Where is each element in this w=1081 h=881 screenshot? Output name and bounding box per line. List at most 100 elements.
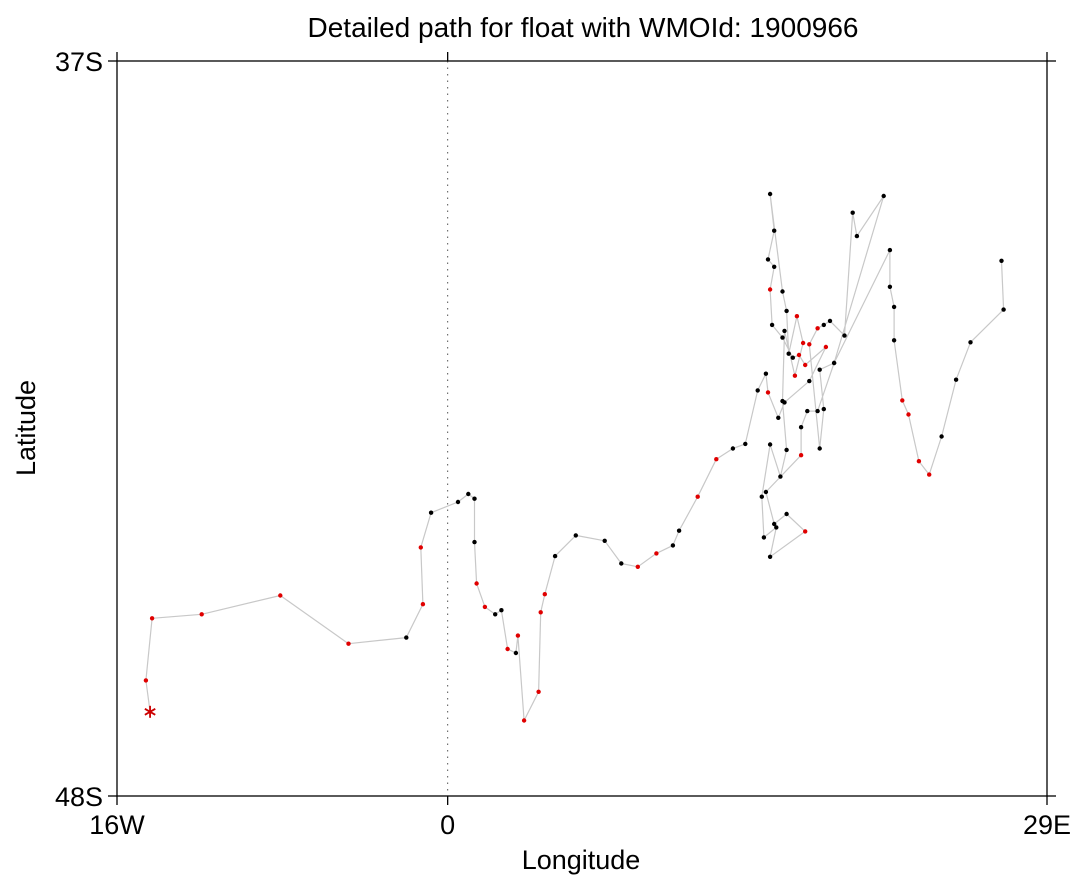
path-point bbox=[796, 352, 802, 358]
path-point bbox=[418, 545, 423, 550]
path-point bbox=[887, 247, 893, 253]
path-point bbox=[999, 258, 1004, 263]
path-point bbox=[765, 390, 771, 395]
path-point bbox=[466, 491, 471, 497]
path-point bbox=[906, 412, 911, 417]
path-point bbox=[521, 718, 527, 723]
path-point bbox=[900, 398, 905, 403]
path-point bbox=[823, 344, 829, 350]
start-marker-center bbox=[148, 710, 152, 714]
path-point bbox=[420, 602, 426, 607]
path-point bbox=[515, 633, 521, 638]
path-point bbox=[769, 322, 775, 328]
path-point bbox=[927, 472, 932, 477]
path-point bbox=[891, 338, 897, 343]
path-point bbox=[538, 610, 543, 615]
path-point bbox=[803, 529, 808, 534]
path-point bbox=[807, 342, 812, 347]
path-point bbox=[776, 415, 781, 420]
path-point bbox=[499, 608, 504, 613]
path-point bbox=[821, 406, 826, 412]
path-point bbox=[602, 538, 607, 543]
chart-title: Detailed path for float with WMOId: 1900… bbox=[308, 12, 859, 43]
path-point bbox=[798, 425, 804, 430]
path-point bbox=[817, 367, 822, 372]
path-point bbox=[784, 447, 789, 453]
path-point bbox=[817, 446, 822, 451]
path-point bbox=[1001, 307, 1006, 312]
path-point bbox=[765, 257, 771, 262]
path-point bbox=[800, 340, 806, 346]
path-point bbox=[199, 612, 204, 617]
path-point bbox=[792, 373, 798, 378]
path-point bbox=[782, 328, 787, 334]
path-point bbox=[493, 612, 498, 617]
path-point bbox=[513, 650, 519, 656]
path-point bbox=[455, 499, 461, 505]
path-point bbox=[761, 535, 767, 540]
path-point bbox=[821, 322, 826, 328]
path-point bbox=[772, 521, 777, 527]
path-point bbox=[763, 371, 769, 376]
path-point bbox=[767, 554, 773, 559]
path-point bbox=[887, 284, 893, 289]
start-marker-icon bbox=[144, 705, 156, 718]
path-point bbox=[428, 510, 434, 515]
path-point bbox=[780, 398, 785, 404]
path-point bbox=[805, 408, 810, 414]
path-point bbox=[772, 228, 777, 233]
path-point bbox=[714, 457, 719, 462]
path-point bbox=[755, 388, 760, 393]
path-point bbox=[472, 496, 477, 501]
path-point bbox=[916, 459, 922, 464]
path-point bbox=[953, 377, 959, 382]
path-point bbox=[780, 289, 785, 294]
path-point bbox=[472, 539, 477, 545]
path-point bbox=[676, 528, 682, 533]
plot-frame bbox=[116, 60, 1048, 797]
path-point bbox=[778, 474, 783, 479]
path-point bbox=[780, 335, 785, 340]
path-point bbox=[850, 210, 855, 215]
path-point bbox=[815, 326, 820, 331]
path-point bbox=[784, 511, 789, 517]
path-point bbox=[767, 442, 773, 447]
path-point bbox=[803, 362, 808, 368]
path-point bbox=[670, 543, 676, 548]
path-point bbox=[784, 308, 789, 314]
path-point bbox=[552, 553, 558, 559]
path-point bbox=[505, 646, 510, 652]
path-point bbox=[635, 564, 640, 569]
path-point bbox=[730, 446, 736, 451]
path-point bbox=[695, 494, 700, 499]
x-tick-label: 0 bbox=[440, 810, 455, 840]
path-point bbox=[767, 191, 773, 197]
path-point bbox=[404, 635, 409, 640]
path-point bbox=[807, 378, 812, 384]
path-point bbox=[786, 351, 791, 356]
path-point bbox=[143, 678, 149, 683]
path-point bbox=[474, 581, 479, 586]
path-point bbox=[654, 551, 659, 556]
x-tick-label: 16W bbox=[89, 810, 145, 840]
path-point bbox=[881, 193, 886, 199]
path-point bbox=[842, 333, 847, 338]
path-point bbox=[767, 287, 773, 292]
path-point bbox=[790, 355, 795, 360]
path-point bbox=[763, 489, 769, 495]
path-point bbox=[772, 264, 777, 269]
x-tick-label: 29E bbox=[1023, 810, 1071, 840]
path-point bbox=[774, 525, 779, 530]
path-point bbox=[536, 689, 541, 694]
path-point bbox=[542, 592, 547, 597]
path-point bbox=[854, 233, 860, 239]
path-point bbox=[743, 441, 748, 447]
path-point bbox=[794, 314, 800, 319]
path-point bbox=[482, 604, 488, 610]
y-axis-label: Latitude bbox=[11, 380, 41, 476]
path-point bbox=[891, 304, 897, 310]
path-point bbox=[968, 340, 973, 345]
path-point bbox=[346, 641, 351, 646]
